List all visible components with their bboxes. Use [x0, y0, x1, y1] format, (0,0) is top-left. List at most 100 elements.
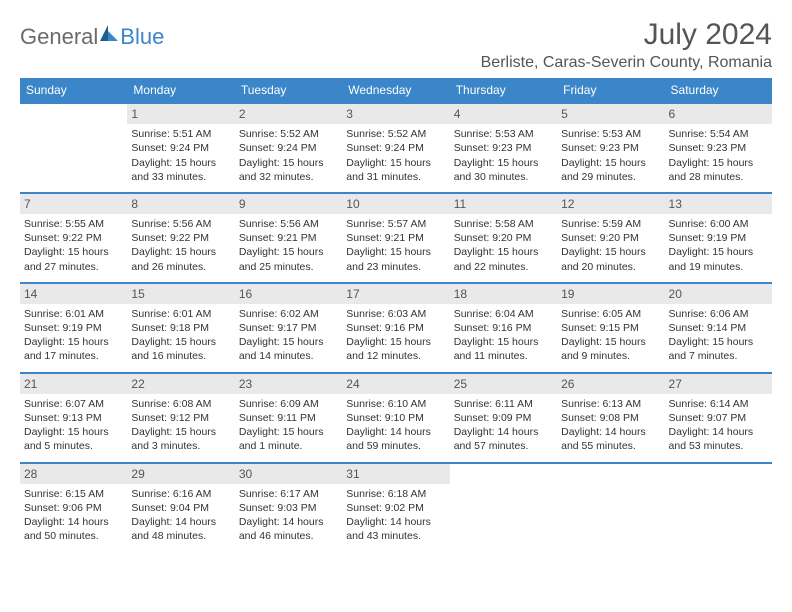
calendar-page: General Blue July 2024 Berliste, Caras-S…: [0, 0, 792, 563]
day-info-line: and 31 minutes.: [346, 170, 445, 184]
day-info-line: and 7 minutes.: [669, 349, 768, 363]
day-info-line: Daylight: 15 hours: [239, 425, 338, 439]
day-number: 29: [127, 464, 234, 484]
day-info-line: Sunset: 9:24 PM: [239, 141, 338, 155]
day-info-line: Sunset: 9:22 PM: [24, 231, 123, 245]
day-number: 2: [235, 104, 342, 124]
day-cell: 22Sunrise: 6:08 AMSunset: 9:12 PMDayligh…: [127, 373, 234, 463]
day-cell: 4Sunrise: 5:53 AMSunset: 9:23 PMDaylight…: [450, 103, 557, 193]
day-number: 1: [127, 104, 234, 124]
day-info-line: Sunset: 9:17 PM: [239, 321, 338, 335]
col-thu: Thursday: [450, 78, 557, 103]
day-info-line: Sunrise: 5:53 AM: [561, 127, 660, 141]
calendar-table: Sunday Monday Tuesday Wednesday Thursday…: [20, 78, 772, 551]
day-info-line: and 3 minutes.: [131, 439, 230, 453]
day-cell: [557, 463, 664, 552]
day-info-line: Sunset: 9:20 PM: [561, 231, 660, 245]
day-info-line: Sunset: 9:20 PM: [454, 231, 553, 245]
day-cell: 31Sunrise: 6:18 AMSunset: 9:02 PMDayligh…: [342, 463, 449, 552]
day-number: 17: [342, 284, 449, 304]
day-info-line: Sunrise: 6:06 AM: [669, 307, 768, 321]
day-info-line: and 50 minutes.: [24, 529, 123, 543]
day-info-line: Sunrise: 6:16 AM: [131, 487, 230, 501]
day-info-line: Daylight: 14 hours: [239, 515, 338, 529]
day-info-line: Daylight: 15 hours: [454, 335, 553, 349]
day-cell: 12Sunrise: 5:59 AMSunset: 9:20 PMDayligh…: [557, 193, 664, 283]
day-info-line: Daylight: 15 hours: [561, 245, 660, 259]
day-cell: 1Sunrise: 5:51 AMSunset: 9:24 PMDaylight…: [127, 103, 234, 193]
day-cell: 14Sunrise: 6:01 AMSunset: 9:19 PMDayligh…: [20, 283, 127, 373]
day-number: 18: [450, 284, 557, 304]
day-info-line: and 23 minutes.: [346, 260, 445, 274]
brand-logo: General Blue: [20, 18, 164, 50]
day-info-line: Daylight: 14 hours: [131, 515, 230, 529]
day-info-line: Sunrise: 6:01 AM: [131, 307, 230, 321]
day-info-line: Daylight: 15 hours: [454, 156, 553, 170]
day-info-line: and 5 minutes.: [24, 439, 123, 453]
day-info-line: Sunrise: 5:56 AM: [239, 217, 338, 231]
day-info-line: Sunset: 9:23 PM: [669, 141, 768, 155]
day-info-line: Daylight: 15 hours: [669, 245, 768, 259]
day-info-line: and 25 minutes.: [239, 260, 338, 274]
day-info-line: and 33 minutes.: [131, 170, 230, 184]
day-info-line: Sunrise: 5:57 AM: [346, 217, 445, 231]
day-info-line: Daylight: 14 hours: [454, 425, 553, 439]
day-cell: 8Sunrise: 5:56 AMSunset: 9:22 PMDaylight…: [127, 193, 234, 283]
day-info-line: Sunset: 9:22 PM: [131, 231, 230, 245]
day-info-line: Sunrise: 5:58 AM: [454, 217, 553, 231]
day-info-line: Daylight: 15 hours: [131, 425, 230, 439]
day-info-line: Sunset: 9:15 PM: [561, 321, 660, 335]
day-info-line: Daylight: 15 hours: [561, 156, 660, 170]
day-info-line: Sunrise: 5:59 AM: [561, 217, 660, 231]
location-text: Berliste, Caras-Severin County, Romania: [481, 54, 772, 72]
day-cell: 9Sunrise: 5:56 AMSunset: 9:21 PMDaylight…: [235, 193, 342, 283]
day-info-line: Sunset: 9:16 PM: [454, 321, 553, 335]
day-number: 4: [450, 104, 557, 124]
day-cell: 24Sunrise: 6:10 AMSunset: 9:10 PMDayligh…: [342, 373, 449, 463]
day-info-line: Daylight: 15 hours: [239, 335, 338, 349]
day-number: 25: [450, 374, 557, 394]
day-info-line: Sunrise: 6:03 AM: [346, 307, 445, 321]
day-info-line: Sunset: 9:10 PM: [346, 411, 445, 425]
day-info-line: and 16 minutes.: [131, 349, 230, 363]
day-cell: 2Sunrise: 5:52 AMSunset: 9:24 PMDaylight…: [235, 103, 342, 193]
day-info-line: and 29 minutes.: [561, 170, 660, 184]
day-info-line: Sunset: 9:23 PM: [561, 141, 660, 155]
day-info-line: Sunset: 9:14 PM: [669, 321, 768, 335]
day-cell: 16Sunrise: 6:02 AMSunset: 9:17 PMDayligh…: [235, 283, 342, 373]
day-info-line: Sunrise: 5:56 AM: [131, 217, 230, 231]
day-number: 20: [665, 284, 772, 304]
day-number: 15: [127, 284, 234, 304]
day-info-line: Sunset: 9:08 PM: [561, 411, 660, 425]
day-number: 6: [665, 104, 772, 124]
day-info-line: Sunrise: 6:17 AM: [239, 487, 338, 501]
day-info-line: Daylight: 14 hours: [24, 515, 123, 529]
day-info-line: Sunrise: 5:52 AM: [346, 127, 445, 141]
day-number: 5: [557, 104, 664, 124]
day-cell: 17Sunrise: 6:03 AMSunset: 9:16 PMDayligh…: [342, 283, 449, 373]
day-number: 26: [557, 374, 664, 394]
day-number: 16: [235, 284, 342, 304]
day-cell: 7Sunrise: 5:55 AMSunset: 9:22 PMDaylight…: [20, 193, 127, 283]
header: General Blue July 2024 Berliste, Caras-S…: [20, 18, 772, 72]
week-row: 7Sunrise: 5:55 AMSunset: 9:22 PMDaylight…: [20, 193, 772, 283]
day-info-line: and 30 minutes.: [454, 170, 553, 184]
day-info-line: Sunrise: 6:05 AM: [561, 307, 660, 321]
day-info-line: Sunset: 9:19 PM: [669, 231, 768, 245]
day-number: 27: [665, 374, 772, 394]
day-info-line: Daylight: 15 hours: [346, 335, 445, 349]
day-info-line: and 59 minutes.: [346, 439, 445, 453]
day-info-line: Sunset: 9:19 PM: [24, 321, 123, 335]
week-row: 14Sunrise: 6:01 AMSunset: 9:19 PMDayligh…: [20, 283, 772, 373]
day-cell: [450, 463, 557, 552]
day-cell: 18Sunrise: 6:04 AMSunset: 9:16 PMDayligh…: [450, 283, 557, 373]
day-info-line: Sunset: 9:12 PM: [131, 411, 230, 425]
day-cell: 3Sunrise: 5:52 AMSunset: 9:24 PMDaylight…: [342, 103, 449, 193]
day-cell: 30Sunrise: 6:17 AMSunset: 9:03 PMDayligh…: [235, 463, 342, 552]
week-row: 1Sunrise: 5:51 AMSunset: 9:24 PMDaylight…: [20, 103, 772, 193]
calendar-body: 1Sunrise: 5:51 AMSunset: 9:24 PMDaylight…: [20, 103, 772, 551]
col-fri: Friday: [557, 78, 664, 103]
day-info-line: and 9 minutes.: [561, 349, 660, 363]
day-number: 21: [20, 374, 127, 394]
day-info-line: Daylight: 14 hours: [346, 425, 445, 439]
